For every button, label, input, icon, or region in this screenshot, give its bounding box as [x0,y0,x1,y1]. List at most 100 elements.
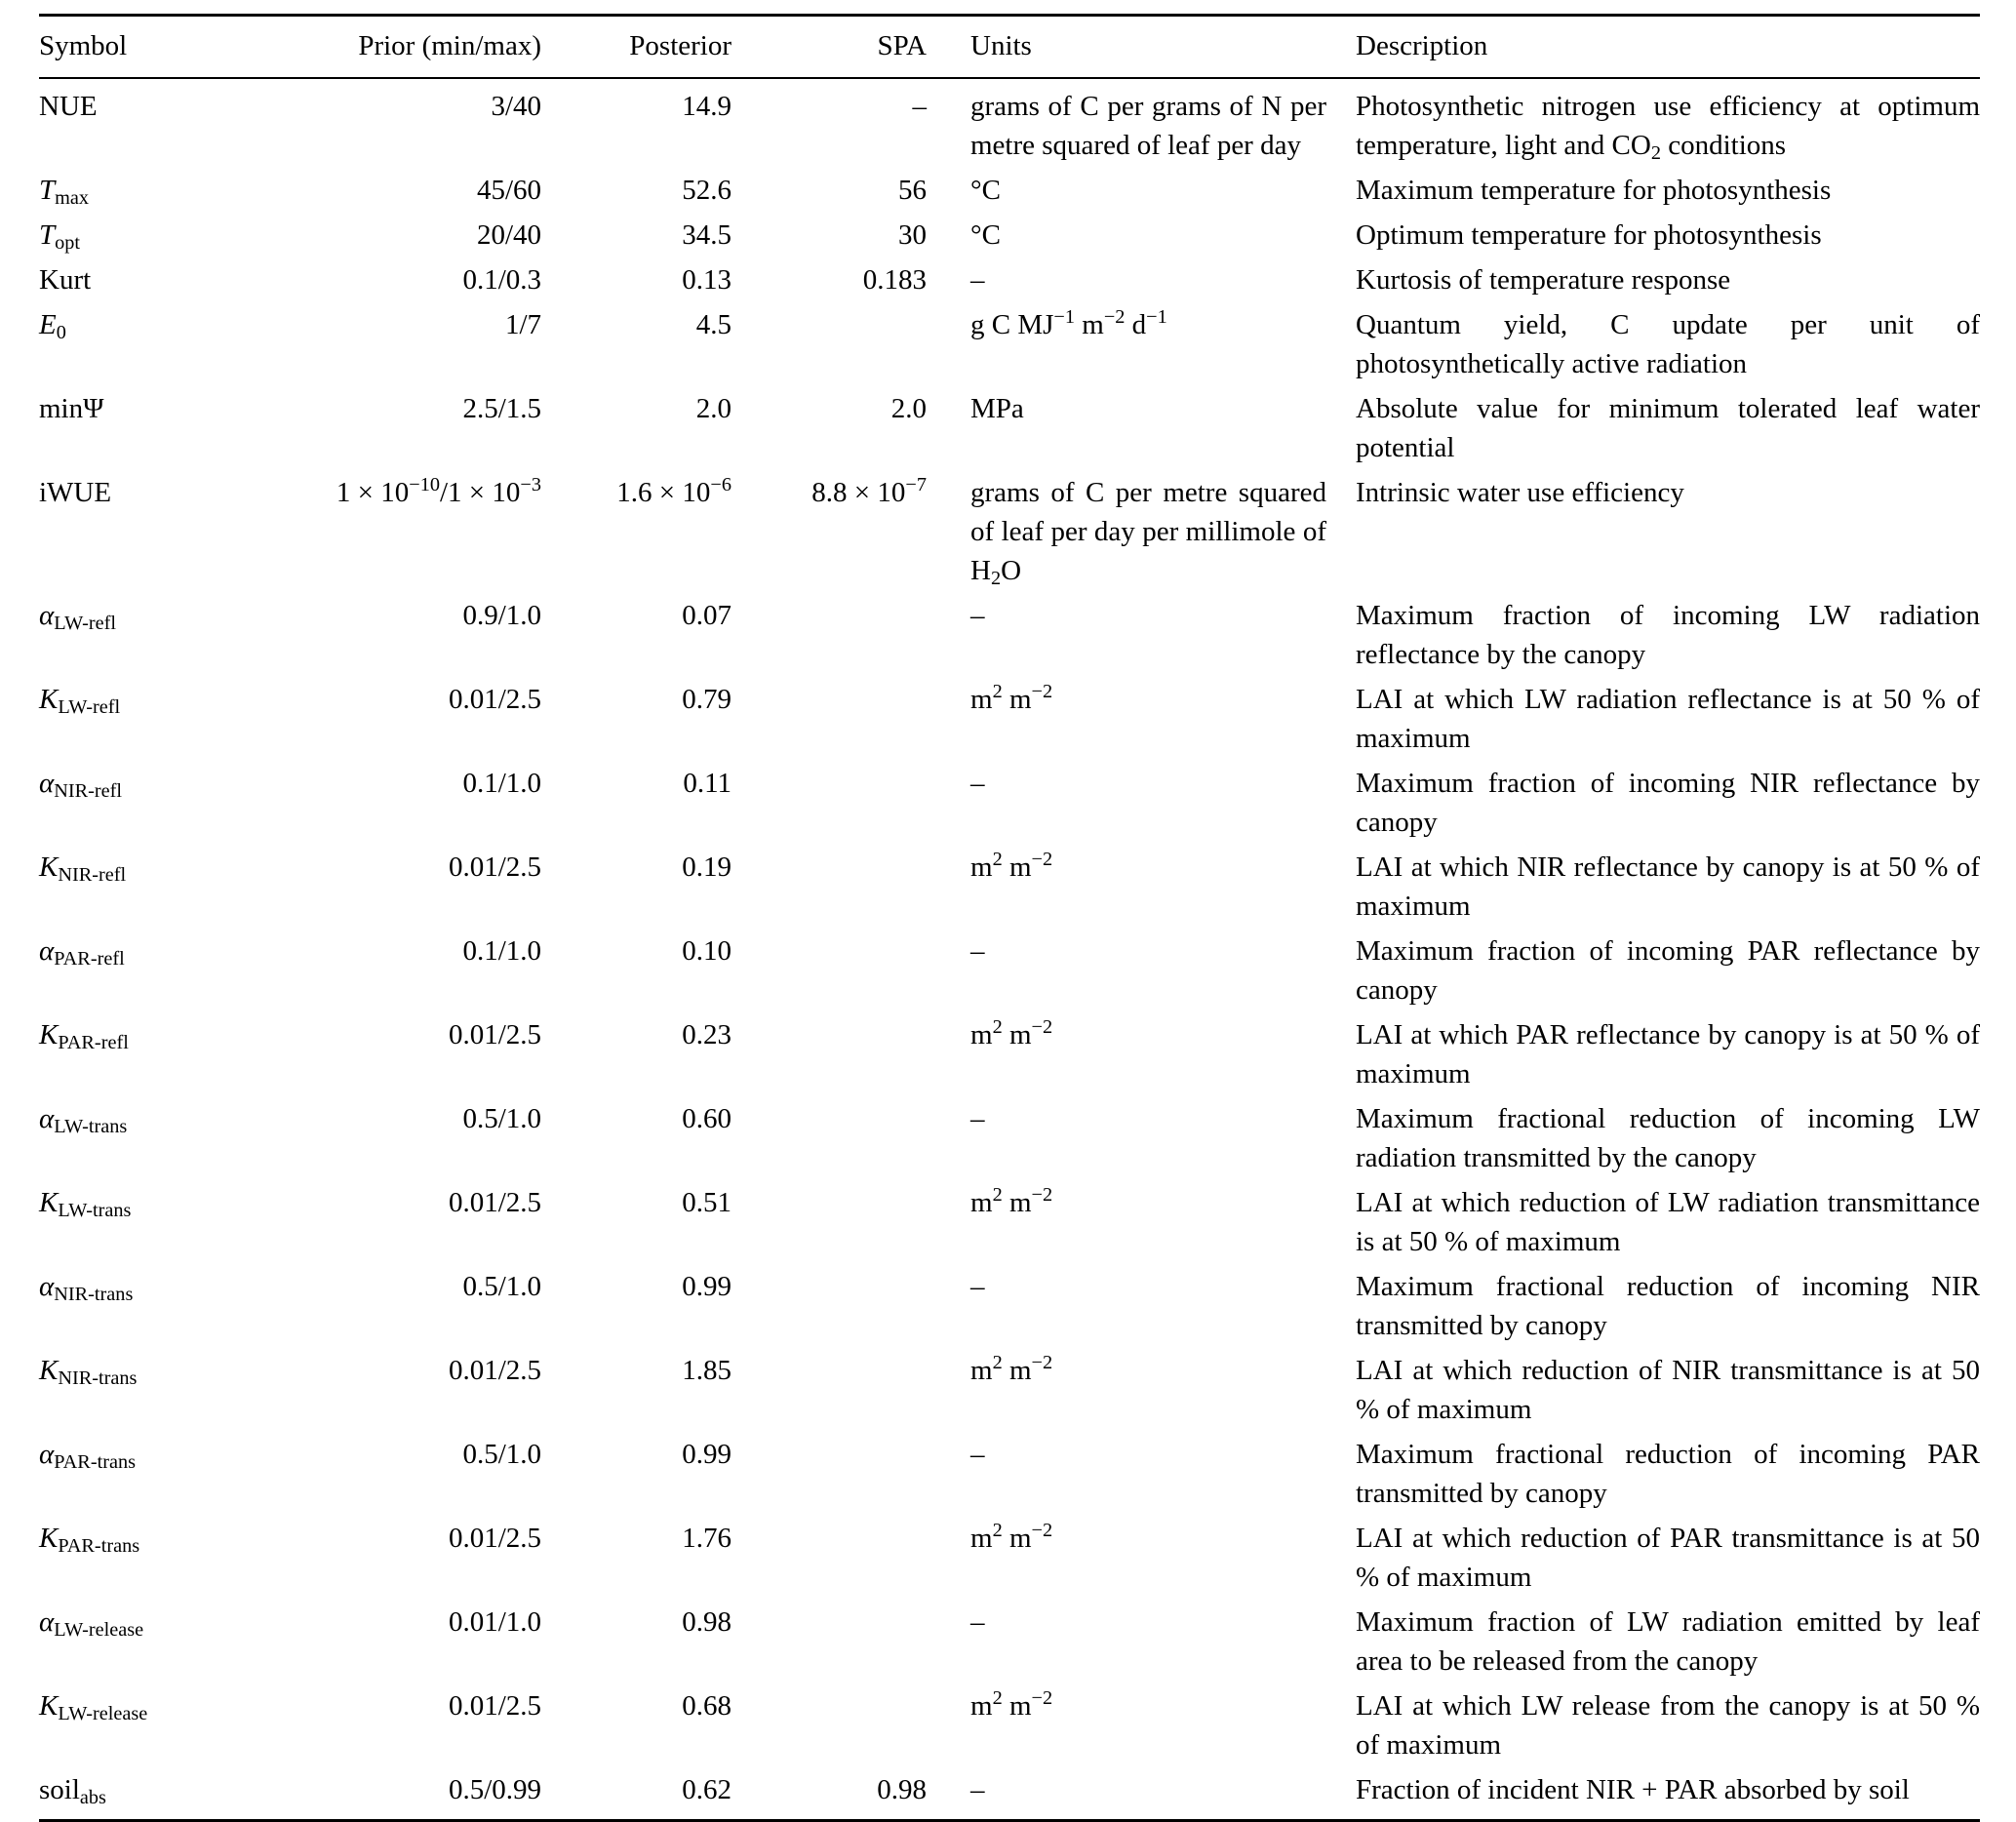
cell-description: Fraction of incident NIR + PAR absorbed … [1356,1774,1910,1805]
cell-spa [731,1516,927,1600]
header-row: Symbol Prior (min/max) Posterior SPA Uni… [39,15,1980,79]
cell-description: Maximum fraction of incoming LW radiatio… [1356,600,1980,670]
cell-symbol: E0 [39,309,66,344]
table-row: αLW-release 0.01/1.0 0.98 – Maximum frac… [39,1600,1980,1683]
cell-spa [731,1600,927,1683]
cell-symbol: Tmax [39,175,90,210]
cell-prior: 0.01/2.5 [448,1187,541,1218]
cell-spa [731,1264,927,1348]
cell-spa [731,593,927,677]
cell-posterior: 2.0 [695,393,731,424]
cell-units: m2 m−2 [970,680,1053,715]
cell-units: – [970,1103,985,1134]
cell-posterior: 52.6 [682,175,731,206]
cell-spa [731,1348,927,1432]
cell-posterior: 1.76 [682,1523,731,1554]
cell-symbol: KPAR-refl [39,1019,129,1054]
cell-spa: 8.8 × 10−7 [811,473,927,508]
table-row: αNIR-trans 0.5/1.0 0.99 – Maximum fracti… [39,1264,1980,1348]
cell-units: m2 m−2 [970,848,1053,883]
col-header-spa: SPA [731,15,927,79]
cell-prior: 0.01/2.5 [448,1355,541,1386]
cell-symbol: minΨ [39,393,104,424]
cell-posterior: 0.62 [682,1774,731,1805]
cell-prior: 0.5/0.99 [448,1774,541,1805]
table-row: αPAR-refl 0.1/1.0 0.10 – Maximum fractio… [39,929,1980,1012]
cell-units: MPa [970,393,1024,424]
cell-spa [731,1432,927,1516]
col-header-description: Description [1326,15,1980,79]
cell-units: – [970,264,985,296]
cell-description: Maximum temperature for photosynthesis [1356,175,1832,206]
cell-units: – [970,768,985,799]
cell-description: LAI at which LW release from the canopy … [1356,1690,1980,1761]
cell-symbol: soilabs [39,1774,106,1809]
cell-spa [731,1096,927,1180]
cell-prior: 0.5/1.0 [462,1271,541,1302]
cell-units: grams of C per metre squared of leaf per… [970,477,1326,590]
cell-description: Maximum fractional reduction of incoming… [1356,1271,1980,1341]
cell-spa: 56 [898,175,927,206]
table-row: KLW-release 0.01/2.5 0.68 m2 m−2 LAI at … [39,1683,1980,1767]
table-row: soilabs 0.5/0.99 0.62 0.98 – Fraction of… [39,1767,1980,1821]
cell-posterior: 0.19 [682,852,731,883]
cell-spa [731,845,927,929]
table-row: KLW-trans 0.01/2.5 0.51 m2 m−2 LAI at wh… [39,1180,1980,1264]
cell-spa [731,761,927,845]
cell-prior: 0.5/1.0 [462,1439,541,1470]
cell-spa [731,302,927,386]
cell-symbol: Kurt [39,264,92,296]
cell-units: g C MJ−1 m−2 d−1 [970,305,1167,340]
cell-units: m2 m−2 [970,1015,1053,1050]
cell-posterior: 0.99 [682,1271,731,1302]
cell-symbol: KNIR-trans [39,1355,138,1390]
cell-posterior: 0.10 [682,935,731,967]
cell-prior: 2.5/1.5 [462,393,541,424]
cell-prior: 45/60 [476,175,541,206]
cell-description: Absolute value for minimum tolerated lea… [1356,393,1980,463]
cell-units: °C [970,175,1001,206]
cell-posterior: 0.98 [682,1606,731,1638]
cell-spa: – [912,91,928,122]
table-row: KLW-refl 0.01/2.5 0.79 m2 m−2 LAI at whi… [39,677,1980,761]
cell-prior: 1/7 [504,309,541,340]
cell-description: Maximum fraction of incoming PAR reflect… [1356,935,1980,1006]
cell-spa: 0.98 [877,1774,927,1805]
table-row: αNIR-refl 0.1/1.0 0.11 – Maximum fractio… [39,761,1980,845]
cell-prior: 0.9/1.0 [462,600,541,631]
cell-description: Quantum yield, C update per unit of phot… [1356,309,1980,379]
cell-posterior: 34.5 [682,219,731,251]
table-row: minΨ 2.5/1.5 2.0 2.0 MPa Absolute value … [39,386,1980,470]
cell-units: m2 m−2 [970,1183,1053,1218]
col-header-units: Units [927,15,1326,79]
cell-description: Kurtosis of temperature response [1356,264,1731,296]
table-row: αLW-trans 0.5/1.0 0.60 – Maximum fractio… [39,1096,1980,1180]
cell-posterior: 0.68 [682,1690,731,1722]
table-row: Kurt 0.1/0.3 0.13 0.183 – Kurtosis of te… [39,257,1980,302]
cell-posterior: 1.6 × 10−6 [616,473,731,508]
cell-units: – [970,935,985,967]
cell-spa [731,929,927,1012]
cell-units: – [970,600,985,631]
cell-spa: 30 [898,219,927,251]
cell-spa [731,1012,927,1096]
cell-posterior: 0.23 [682,1019,731,1050]
table-header: Symbol Prior (min/max) Posterior SPA Uni… [39,15,1980,79]
cell-description: LAI at which reduction of LW radiation t… [1356,1187,1980,1257]
table-row: Topt 20/40 34.5 30 °C Optimum temperatur… [39,213,1980,257]
table-row: αPAR-trans 0.5/1.0 0.99 – Maximum fracti… [39,1432,1980,1516]
cell-posterior: 14.9 [682,91,731,122]
parameter-table: Symbol Prior (min/max) Posterior SPA Uni… [39,14,1980,1822]
cell-units: m2 m−2 [970,1686,1053,1722]
cell-posterior: 0.51 [682,1187,731,1218]
table-row: iWUE 1 × 10−10/1 × 10−3 1.6 × 10−6 8.8 ×… [39,470,1980,593]
cell-symbol: αLW-trans [39,1103,128,1138]
cell-prior: 0.01/1.0 [448,1606,541,1638]
cell-prior: 0.01/2.5 [448,852,541,883]
cell-symbol: Topt [39,219,81,255]
col-header-posterior: Posterior [541,15,731,79]
table-row: KNIR-trans 0.01/2.5 1.85 m2 m−2 LAI at w… [39,1348,1980,1432]
cell-prior: 0.01/2.5 [448,684,541,715]
cell-units: – [970,1774,985,1805]
